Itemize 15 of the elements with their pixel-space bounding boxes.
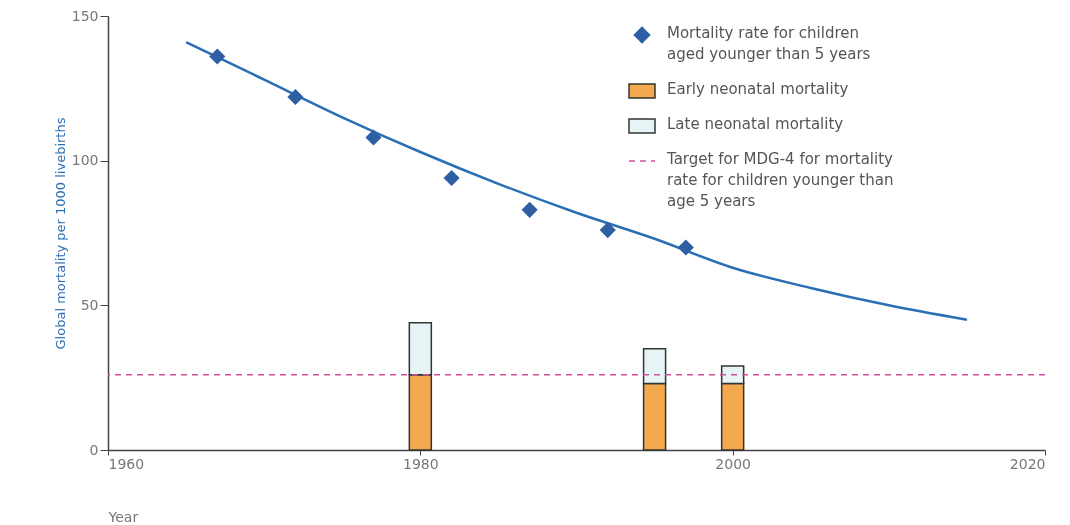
x-tick-label: 2020 (1009, 455, 1046, 472)
y-tick-label: 100 (71, 152, 99, 169)
x-axis-title: Year (107, 508, 139, 525)
x-tick-label: 2000 (715, 455, 751, 472)
y-axis-title: Global mortality per 1000 livebirths (52, 117, 68, 350)
y-tick-label: 50 (80, 296, 99, 313)
y-tick-label: 150 (71, 7, 99, 24)
legend-label: Mortality rate for children aged younger than 5 years (667, 24, 871, 63)
legend-label: Early neonatal mortality (667, 80, 849, 98)
legend-label: Late neonatal mortality (667, 115, 844, 133)
x-tick-label: 1980 (403, 455, 439, 472)
x-tick-label: 1960 (108, 455, 145, 472)
legend-label: Target for MDG-4 for mortality rate for children younger than age 5 years (666, 150, 894, 210)
y-tick-label: 0 (89, 441, 99, 458)
line-series (184, 40, 969, 322)
